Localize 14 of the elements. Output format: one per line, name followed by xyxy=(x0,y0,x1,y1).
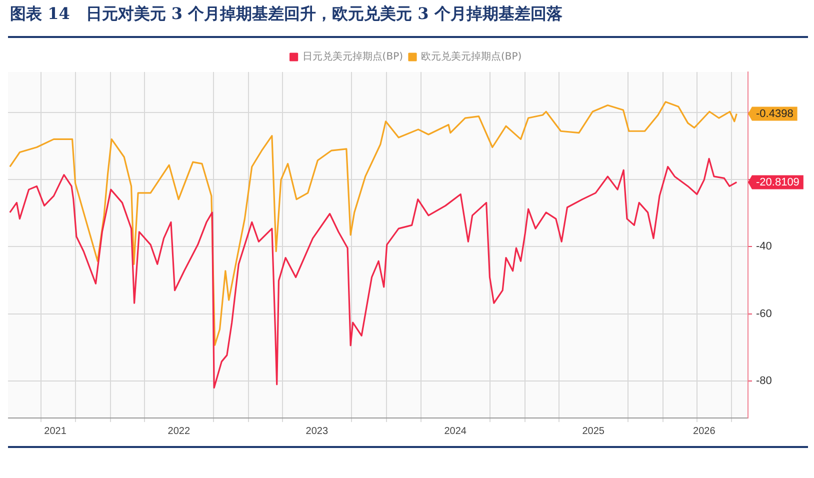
x-tick-label: 2022 xyxy=(168,426,190,437)
x-tick-label: 2026 xyxy=(693,426,716,437)
y-tick-label: -40 xyxy=(756,240,772,253)
legend-label: 欧元兑美元掉期点(BP) xyxy=(421,50,522,63)
y-tick-label: -80 xyxy=(756,375,772,388)
legend-label: 日元兑美元掉期点(BP) xyxy=(302,50,404,63)
x-tick-label: 2021 xyxy=(44,426,67,437)
y-tick-label: -60 xyxy=(756,308,772,320)
annotation: -20.8109 xyxy=(756,176,800,188)
x-tick-label: 2024 xyxy=(444,426,467,437)
chart-title: 图表 14 日元对美元 3 个月掉期基差回升，欧元兑美元 3 个月掉期基差回落 xyxy=(10,4,562,25)
annotation: -0.4398 xyxy=(756,108,794,120)
x-tick-label: 2023 xyxy=(306,426,328,437)
x-tick-label: 2025 xyxy=(582,426,605,437)
